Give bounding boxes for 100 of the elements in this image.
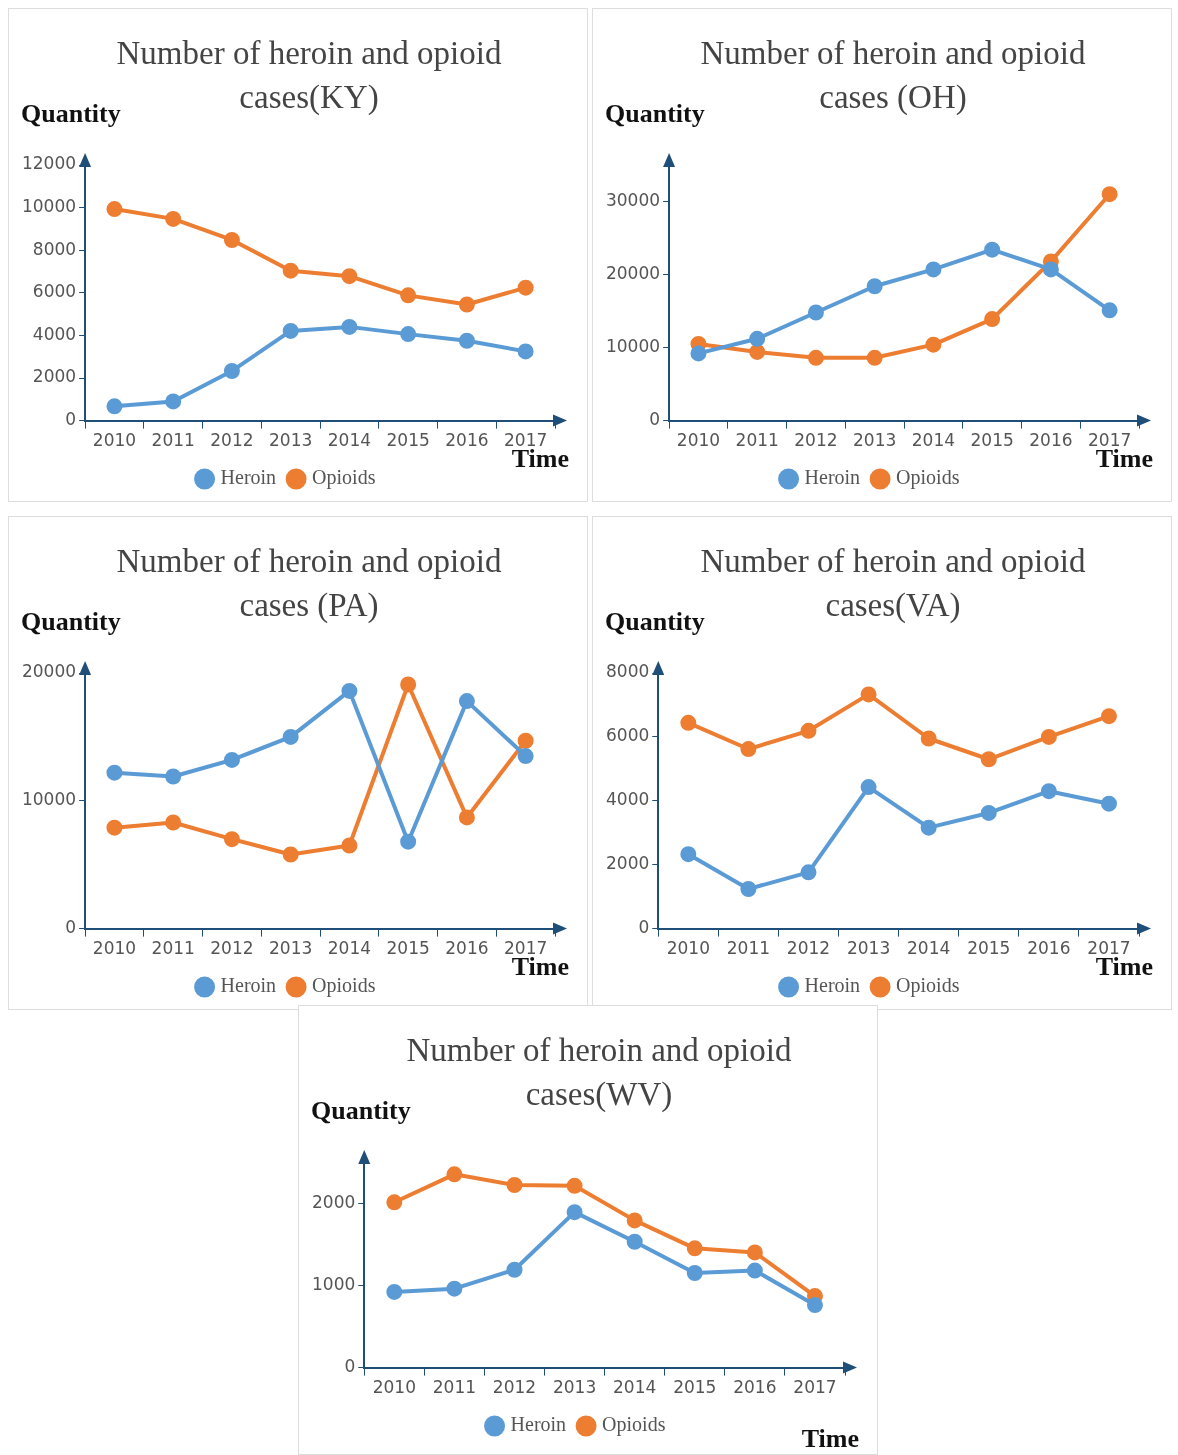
point xyxy=(1101,186,1118,203)
point xyxy=(1040,728,1057,745)
point xyxy=(446,1280,463,1297)
y-tick-label: 8000 xyxy=(32,238,77,259)
x-tick-label: 2012 xyxy=(786,938,831,959)
x-tick-label: 2014 xyxy=(907,938,951,959)
legend-label: Opioids xyxy=(896,466,960,490)
x-tick-label: 2017 xyxy=(793,1377,837,1398)
point xyxy=(925,336,942,353)
y-tick-label: 0 xyxy=(65,917,77,938)
y-tick-label: 0 xyxy=(649,409,661,430)
point xyxy=(1042,261,1059,278)
point xyxy=(680,846,697,863)
y-tick-label: 2000 xyxy=(32,366,77,387)
legend-label: Heroin xyxy=(804,974,861,997)
point xyxy=(980,751,997,768)
x-tick-label: 2013 xyxy=(552,1377,597,1398)
x-tick-label: 2011 xyxy=(726,938,771,959)
point xyxy=(984,241,1001,258)
point xyxy=(506,1261,523,1278)
legend-label: Opioids xyxy=(896,974,960,998)
point xyxy=(626,1233,643,1250)
y-tick-label: 0 xyxy=(65,409,77,430)
point xyxy=(860,686,877,703)
point xyxy=(106,819,123,836)
point xyxy=(517,732,534,749)
point xyxy=(223,831,240,848)
point xyxy=(458,693,475,710)
y-tick-label: 6000 xyxy=(32,281,77,302)
point xyxy=(740,880,757,897)
x-tick-label: 2010 xyxy=(372,1377,416,1398)
y-tick-label: 1000 xyxy=(312,1273,356,1294)
point xyxy=(925,261,942,278)
point xyxy=(746,1262,763,1279)
point xyxy=(400,287,417,304)
x-tick-label: 2012 xyxy=(210,938,254,959)
legend-label: Heroin xyxy=(220,974,277,997)
point xyxy=(566,1177,583,1194)
point xyxy=(282,846,299,863)
y-tick-label: 10000 xyxy=(21,196,77,217)
point xyxy=(106,764,123,781)
x-tick-label: 2016 xyxy=(1029,430,1073,451)
x-tick-label: 2013 xyxy=(853,430,897,451)
point xyxy=(806,1297,823,1314)
x-tick-label: 2012 xyxy=(210,430,254,451)
point xyxy=(341,318,358,335)
x-tick-label: 2016 xyxy=(445,430,489,451)
point xyxy=(341,682,358,699)
point xyxy=(984,311,1001,328)
x-tick-label: 2016 xyxy=(445,938,489,959)
point xyxy=(386,1194,403,1211)
legend-label: Opioids xyxy=(312,974,376,998)
legend-label: Heroin xyxy=(220,466,277,489)
point xyxy=(282,728,299,745)
point xyxy=(800,864,817,881)
point xyxy=(165,393,182,410)
y-tick-label: 10000 xyxy=(605,335,661,356)
point xyxy=(223,751,240,768)
x-tick-label: 2013 xyxy=(846,938,891,959)
x-tick-label: 2013 xyxy=(269,938,313,959)
x-tick-label: 2011 xyxy=(151,938,195,959)
x-tick-label: 2014 xyxy=(911,430,956,451)
point xyxy=(749,343,766,360)
y-tick-label: 30000 xyxy=(605,189,661,210)
point xyxy=(680,714,697,731)
point xyxy=(517,343,534,360)
point xyxy=(860,779,877,796)
point xyxy=(920,730,937,747)
point xyxy=(458,809,475,826)
x-axis-title: Time xyxy=(801,1424,859,1454)
legend-label: Heroin xyxy=(804,466,861,489)
point xyxy=(746,1244,763,1261)
point xyxy=(341,268,358,285)
point xyxy=(1101,302,1118,319)
y-tick-label: 2000 xyxy=(606,853,650,874)
point xyxy=(690,345,707,362)
y-tick-label: 4000 xyxy=(32,323,77,344)
legend-label: Opioids xyxy=(312,466,376,490)
point xyxy=(807,304,824,321)
point xyxy=(1040,783,1057,800)
point xyxy=(282,322,299,339)
point xyxy=(400,326,417,343)
x-tick-label: 2011 xyxy=(151,430,195,451)
point xyxy=(1100,795,1117,812)
point xyxy=(458,296,475,313)
x-tick-label: 2014 xyxy=(613,1377,657,1398)
point xyxy=(517,279,534,296)
point xyxy=(458,332,475,349)
x-tick-label: 2013 xyxy=(269,430,313,451)
x-tick-label: 2016 xyxy=(1027,938,1071,959)
point xyxy=(920,819,937,836)
point xyxy=(106,398,123,415)
legend-label: Heroin xyxy=(510,1413,567,1436)
point xyxy=(341,837,358,854)
point xyxy=(386,1283,403,1300)
y-tick-label: 6000 xyxy=(606,725,650,746)
point xyxy=(1100,708,1117,725)
point xyxy=(866,278,883,295)
y-tick-label: 8000 xyxy=(606,661,650,682)
x-tick-label: 2015 xyxy=(673,1377,717,1398)
